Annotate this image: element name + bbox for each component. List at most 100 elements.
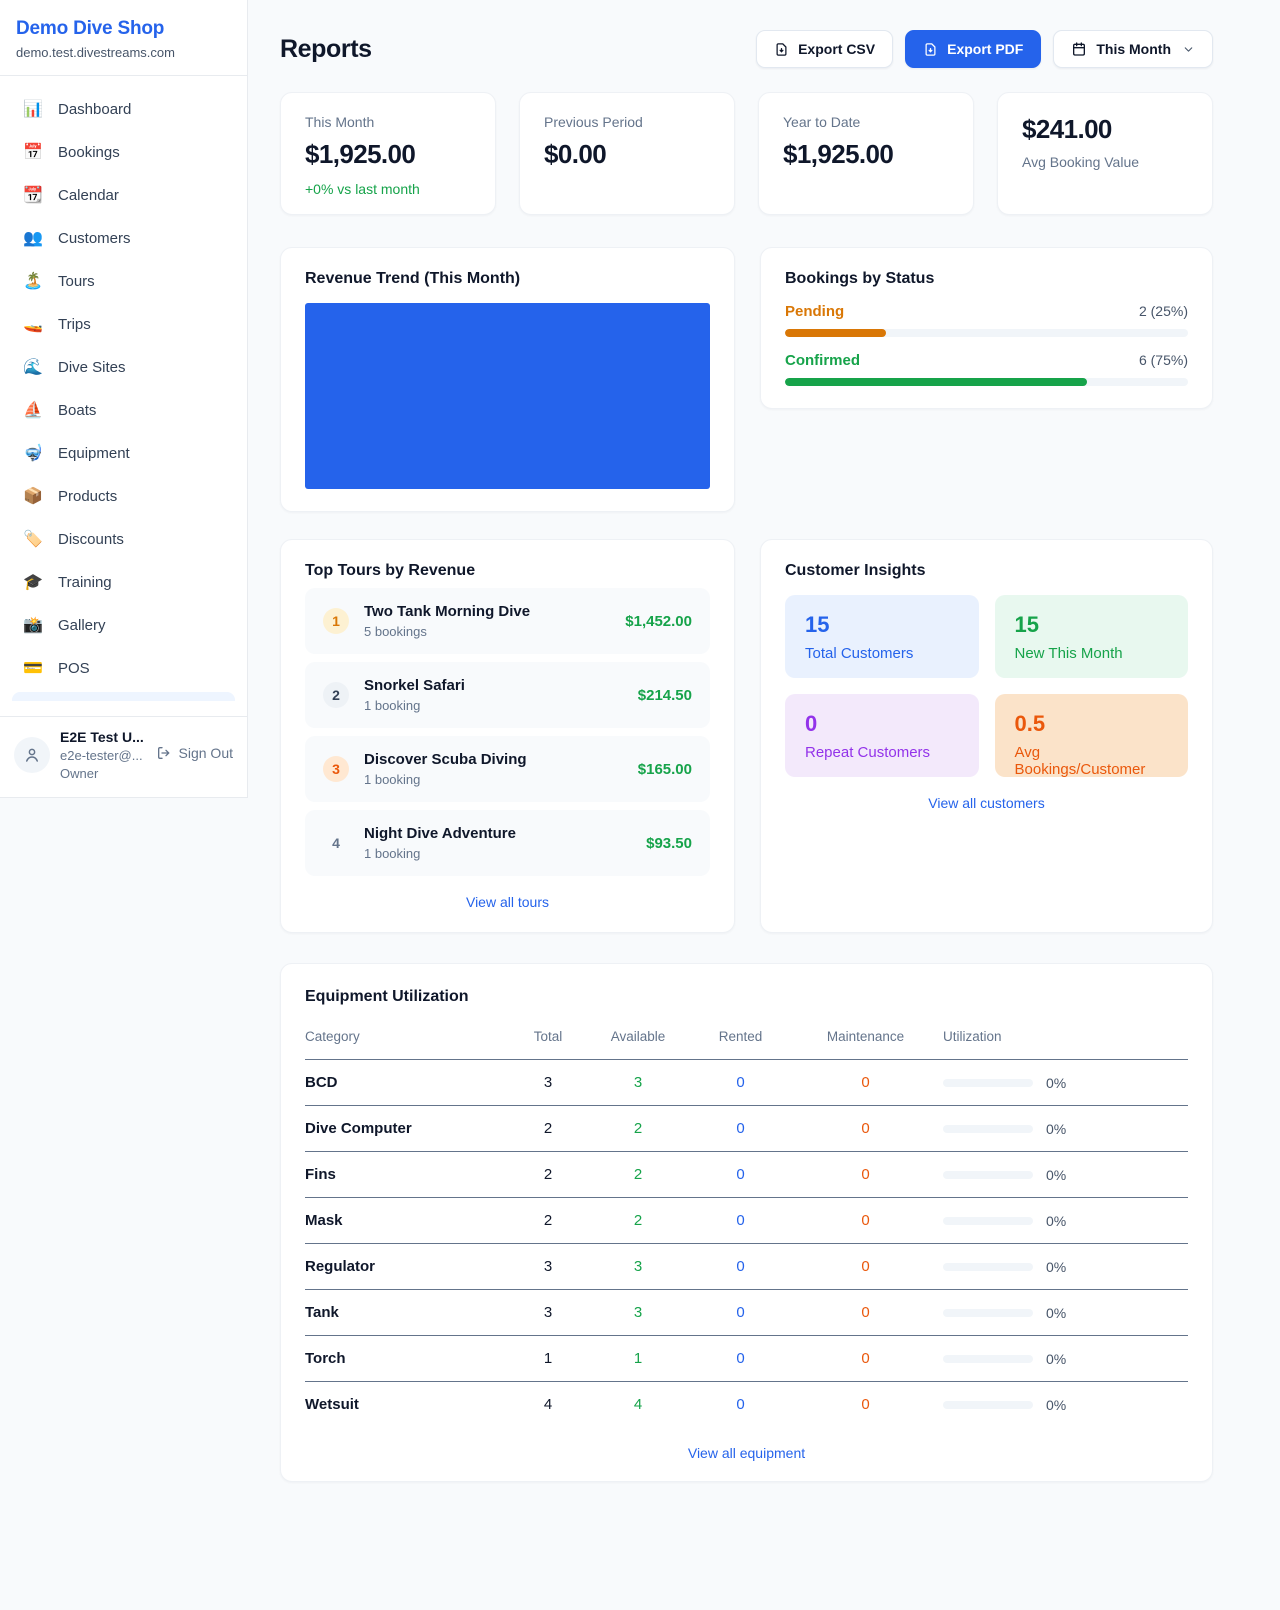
cell-available: 3 — [583, 1289, 693, 1336]
stat-label: Previous Period — [544, 114, 643, 130]
tour-revenue: $1,452.00 — [625, 612, 692, 630]
cell-rented: 0 — [693, 1105, 788, 1152]
shop-name: Demo Dive Shop — [16, 18, 165, 39]
person-icon — [26, 748, 38, 762]
bookings-by-status-title: Bookings by Status — [785, 270, 935, 287]
sidebar-item-trips[interactable]: 🚤 Trips — [12, 303, 235, 346]
sidebar-item-label: Trips — [58, 316, 91, 333]
top-tours-card: Top Tours by Revenue 1 Two Tank Morning … — [280, 539, 735, 933]
tour-name: Snorkel Safari — [364, 677, 465, 694]
rank-badge: 3 — [323, 756, 349, 782]
insight-tile-new-this-month: 15 New This Month — [994, 595, 1188, 678]
sidebar-item-reports-partial[interactable] — [12, 692, 235, 701]
export-pdf-button[interactable]: Export PDF — [905, 30, 1042, 68]
cell-category: Mask — [305, 1197, 513, 1244]
tile-label: Total Customers — [805, 645, 914, 662]
chevron-down-icon — [1184, 46, 1193, 52]
insight-tile-avg-bookings: 0.5 Avg Bookings/Customer — [994, 694, 1188, 778]
stat-card-year-to-date: Year to Date $1,925.00 — [758, 92, 974, 215]
sidebar-item-calendar[interactable]: 📆 Calendar — [12, 174, 235, 217]
export-csv-button[interactable]: Export CSV — [756, 30, 894, 68]
sign-out-button[interactable]: Sign Out — [156, 745, 233, 761]
view-all-tours-link[interactable]: View all tours — [465, 894, 549, 910]
cell-total: 2 — [513, 1151, 583, 1198]
sidebar-nav: 📊 Dashboard 📅 Bookings 📆 Calendar 👥 Cust… — [0, 76, 247, 716]
user-info: E2E Test U... e2e-tester@... Owner — [60, 729, 144, 781]
tile-value: 0 — [805, 711, 818, 736]
period-dropdown[interactable]: This Month — [1053, 30, 1213, 68]
cell-rented: 0 — [693, 1335, 788, 1382]
cell-rented: 0 — [693, 1059, 788, 1106]
customer-insights-card: Customer Insights 15 Total Customers 15 … — [760, 539, 1213, 933]
utilization-bar — [943, 1078, 1033, 1087]
sidebar-item-boats[interactable]: ⛵ Boats — [12, 389, 235, 432]
top-tours-title: Top Tours by Revenue — [305, 562, 476, 579]
sidebar-item-dive-sites[interactable]: 🌊 Dive Sites — [12, 346, 235, 389]
progress-track — [785, 378, 1188, 386]
sidebar-item-label: POS — [58, 660, 90, 677]
calendar-icon — [1073, 42, 1086, 56]
table-row: Tank 3 3 0 0 0% — [305, 1289, 1188, 1336]
column-header-maintenance: Maintenance — [788, 1023, 943, 1060]
avatar — [14, 737, 50, 773]
tile-value: 15 — [1014, 612, 1039, 637]
wave-icon: 🌊 — [23, 359, 43, 376]
cell-available: 2 — [583, 1151, 693, 1198]
cell-rented: 0 — [693, 1289, 788, 1336]
cell-maintenance: 0 — [788, 1059, 943, 1106]
sidebar-item-gallery[interactable]: 📸 Gallery — [12, 604, 235, 647]
revenue-trend-card: Revenue Trend (This Month) — [280, 247, 735, 512]
cell-maintenance: 0 — [788, 1243, 943, 1290]
utilization-bar — [943, 1170, 1033, 1179]
sidebar-item-pos[interactable]: 💳 POS — [12, 647, 235, 690]
sign-out-label: Sign Out — [178, 745, 233, 761]
sidebar-item-training[interactable]: 🎓 Training — [12, 561, 235, 604]
tour-bookings: 1 booking — [364, 772, 421, 787]
column-header-available: Available — [583, 1023, 693, 1060]
utilization-bar — [943, 1308, 1033, 1317]
status-label: Pending — [785, 303, 845, 320]
sidebar-item-label: Dashboard — [58, 101, 132, 118]
tile-label: Repeat Customers — [805, 744, 931, 761]
tile-label: New This Month — [1014, 645, 1123, 662]
user-name: E2E Test U... — [60, 729, 144, 745]
sidebar-item-equipment[interactable]: 🤿 Equipment — [12, 432, 235, 475]
tour-revenue: $214.50 — [637, 686, 692, 704]
table-row: Mask 2 2 0 0 0% — [305, 1197, 1188, 1244]
stat-label: Avg Booking Value — [1022, 154, 1140, 170]
list-item: 2 Snorkel Safari 1 booking $214.50 — [305, 662, 710, 728]
sidebar-item-dashboard[interactable]: 📊 Dashboard — [12, 88, 235, 131]
status-value: 6 (75%) — [1138, 352, 1188, 368]
utilization-bar — [943, 1216, 1033, 1225]
cell-utilization: 0% — [943, 1335, 1188, 1382]
island-icon: 🏝️ — [23, 273, 43, 290]
sidebar-item-bookings[interactable]: 📅 Bookings — [12, 131, 235, 174]
sidebar-header: Demo Dive Shop demo.test.divestreams.com — [0, 0, 247, 76]
tile-value: 0.5 — [1014, 711, 1046, 736]
sidebar-item-label: Products — [58, 488, 118, 505]
sidebar-item-tours[interactable]: 🏝️ Tours — [12, 260, 235, 303]
sidebar-item-customers[interactable]: 👥 Customers — [12, 217, 235, 260]
cell-total: 3 — [513, 1059, 583, 1106]
tour-name: Two Tank Morning Dive — [364, 603, 531, 620]
table-row: Regulator 3 3 0 0 0% — [305, 1243, 1188, 1290]
tile-value: 15 — [805, 612, 830, 637]
charts-row: Revenue Trend (This Month) Bookings by S… — [280, 247, 1213, 512]
view-all-customers-link[interactable]: View all customers — [928, 795, 1045, 811]
cell-category: Wetsuit — [305, 1396, 359, 1413]
sidebar-item-products[interactable]: 📦 Products — [12, 475, 235, 518]
utilization-bar — [943, 1354, 1033, 1363]
export-pdf-label: Export PDF — [947, 41, 1024, 57]
cell-available: 2 — [583, 1105, 693, 1152]
pending-progress-bar — [785, 329, 886, 337]
logout-icon — [157, 747, 169, 759]
sidebar-item-label: Calendar — [58, 187, 119, 204]
sidebar-item-label: Training — [58, 574, 112, 591]
sidebar-item-label: Gallery — [58, 617, 106, 634]
cell-utilization: 0% — [943, 1105, 1188, 1152]
cell-available: 3 — [583, 1243, 693, 1290]
sidebar-item-discounts[interactable]: 🏷️ Discounts — [12, 518, 235, 561]
view-all-equipment-link[interactable]: View all equipment — [687, 1445, 806, 1461]
equipment-utilization-title: Equipment Utilization — [305, 988, 469, 1005]
cell-rented: 0 — [736, 1396, 745, 1413]
